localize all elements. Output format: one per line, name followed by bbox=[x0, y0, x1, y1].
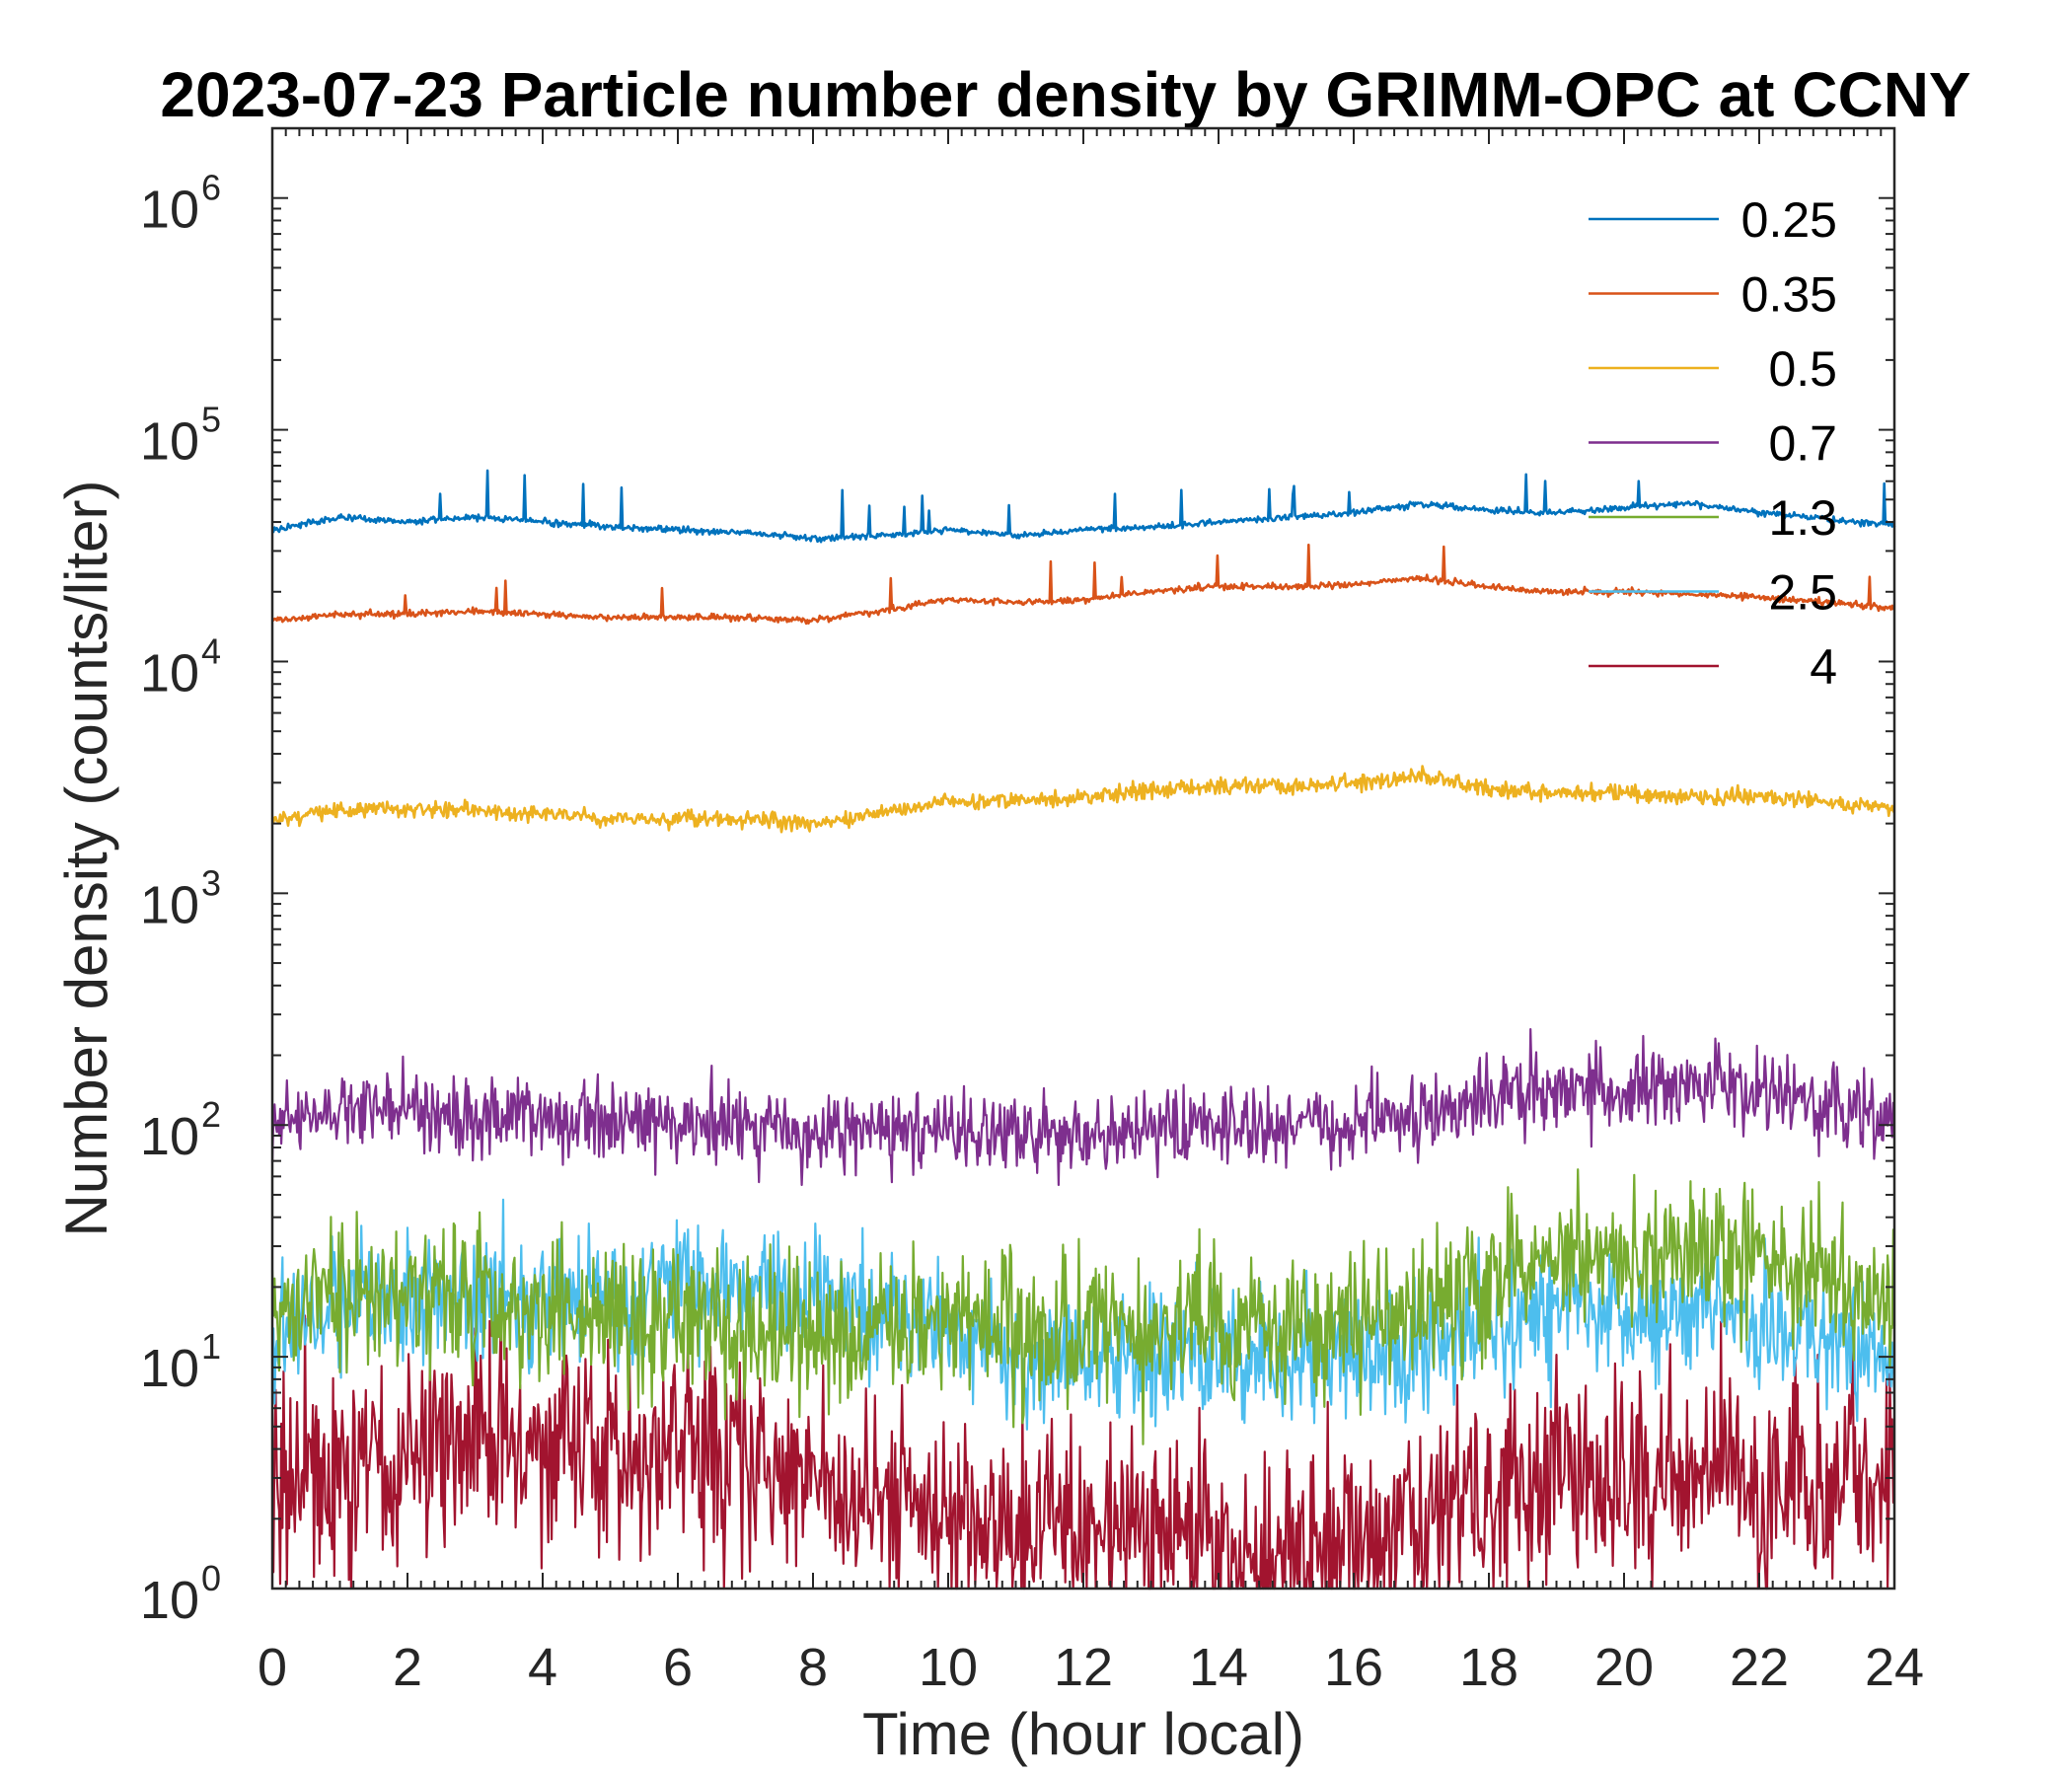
legend-item-0-25: 0.25 bbox=[1589, 192, 1837, 248]
y-tick-exponent: 6 bbox=[201, 168, 221, 208]
legend-label: 0.7 bbox=[1768, 416, 1837, 472]
legend-label: 4 bbox=[1810, 639, 1837, 695]
y-tick-exponent: 4 bbox=[201, 630, 221, 671]
y-tick-exponent: 2 bbox=[201, 1094, 221, 1135]
x-axis-label: Time (hour local) bbox=[862, 1701, 1304, 1767]
x-tick-label: 0 bbox=[258, 1638, 287, 1697]
x-tick-label: 4 bbox=[528, 1638, 557, 1697]
x-tick-label: 20 bbox=[1594, 1638, 1654, 1697]
y-axis-label: Number density (counts/liter) bbox=[53, 481, 119, 1237]
y-tick-exponent: 3 bbox=[201, 862, 221, 903]
x-tick-label: 6 bbox=[663, 1638, 693, 1697]
y-tick-base: 10 bbox=[140, 1107, 199, 1166]
x-tick-label: 8 bbox=[798, 1638, 828, 1697]
y-tick-base: 10 bbox=[140, 643, 199, 703]
y-tick-base: 10 bbox=[140, 875, 199, 934]
y-tick-base: 10 bbox=[140, 412, 199, 472]
y-tick-exponent: 0 bbox=[201, 1558, 221, 1598]
y-tick-label: 10 0 bbox=[140, 1558, 221, 1630]
ticks-layer bbox=[271, 128, 1895, 1590]
legend-label: 0.25 bbox=[1741, 192, 1837, 248]
y-tick-base: 10 bbox=[140, 1339, 199, 1398]
x-tick-label: 16 bbox=[1324, 1638, 1383, 1697]
x-tick-label: 10 bbox=[919, 1638, 978, 1697]
y-tick-exponent: 5 bbox=[201, 400, 221, 440]
legend-label: 0.5 bbox=[1768, 341, 1837, 397]
legend-item-0-7: 0.7 bbox=[1589, 416, 1837, 472]
y-tick-label: 10 3 bbox=[140, 862, 221, 934]
legend: 0.25 0.35 0.5 0.7 1.3 2.5 4 bbox=[1589, 192, 1837, 695]
legend-label: 2.5 bbox=[1768, 565, 1837, 621]
series-line-2-5 bbox=[270, 1198, 1896, 1431]
legend-item-4: 4 bbox=[1589, 639, 1837, 695]
legend-item-0-5: 0.5 bbox=[1589, 341, 1837, 397]
legend-item-2-5: 2.5 bbox=[1589, 565, 1837, 621]
y-tick-label: 10 1 bbox=[140, 1326, 221, 1398]
x-tick-label: 24 bbox=[1865, 1638, 1924, 1697]
series-line-0-25 bbox=[270, 469, 1896, 544]
series-line-0-7 bbox=[270, 1027, 1896, 1187]
y-tick-base: 10 bbox=[140, 1571, 199, 1630]
x-tick-label: 12 bbox=[1054, 1638, 1113, 1697]
plot-frame bbox=[270, 126, 1896, 1591]
legend-label: 1.3 bbox=[1768, 490, 1837, 546]
legend-item-1-3: 1.3 bbox=[1589, 490, 1837, 546]
x-tick-label: 22 bbox=[1730, 1638, 1789, 1697]
y-tick-label: 10 5 bbox=[140, 400, 221, 472]
y-tick-label: 10 6 bbox=[140, 168, 221, 240]
legend-item-0-35: 0.35 bbox=[1589, 267, 1837, 323]
legend-label: 0.35 bbox=[1741, 267, 1837, 323]
y-tick-base: 10 bbox=[140, 181, 199, 240]
x-tick-label: 14 bbox=[1189, 1638, 1248, 1697]
y-tick-label: 10 4 bbox=[140, 630, 221, 703]
series-line-0-5 bbox=[270, 765, 1896, 834]
series-layer bbox=[270, 469, 1896, 1591]
series-line-0-35 bbox=[271, 543, 1895, 626]
x-tick-label: 2 bbox=[393, 1638, 422, 1697]
y-tick-label: 10 2 bbox=[140, 1094, 221, 1166]
chart-title: 2023-07-23 Particle number density by GR… bbox=[160, 59, 1970, 130]
series-line-1-3 bbox=[270, 1168, 1896, 1445]
x-tick-label: 18 bbox=[1459, 1638, 1518, 1697]
y-tick-exponent: 1 bbox=[201, 1326, 221, 1367]
x-tick-labels: 0 2 4 6 8 10 12 14 16 18 20 22 24 bbox=[258, 1638, 1924, 1697]
